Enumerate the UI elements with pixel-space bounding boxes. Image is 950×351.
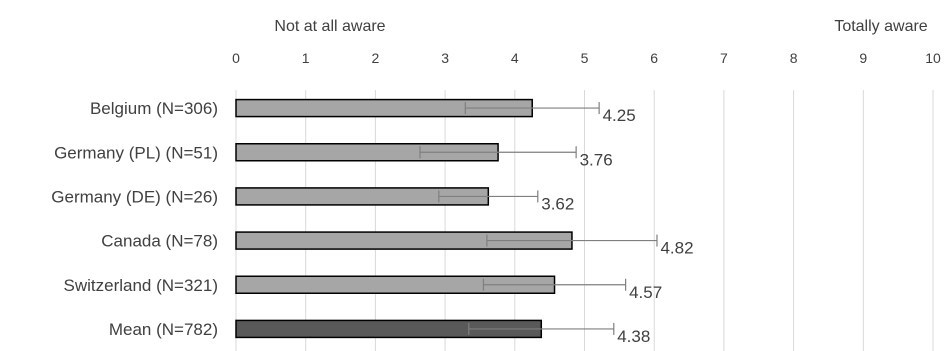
category-label: Germany (PL) (N=51) bbox=[54, 143, 218, 162]
error-bar bbox=[482, 278, 627, 291]
category-label: Switzerland (N=321) bbox=[64, 276, 219, 295]
bars bbox=[235, 98, 573, 339]
x-tick-label: 4 bbox=[511, 50, 519, 66]
category-label: Mean (N=782) bbox=[109, 320, 218, 339]
value-label: 4.57 bbox=[629, 283, 662, 302]
value-labels: 4.25 3.76 3.62 4.82 4.57 4.38 bbox=[541, 106, 693, 346]
value-label: 3.76 bbox=[580, 150, 613, 169]
x-tick-label: 6 bbox=[650, 50, 658, 66]
x-axis-ticks: 0 1 2 3 4 5 6 7 8 9 10 bbox=[232, 50, 941, 66]
value-label: 4.38 bbox=[617, 327, 650, 346]
x-tick-label: 2 bbox=[372, 50, 380, 66]
grid-lines bbox=[305, 90, 934, 351]
x-tick-label: 5 bbox=[581, 50, 589, 66]
category-label: Canada (N=78) bbox=[101, 232, 218, 251]
error-bar bbox=[419, 146, 577, 159]
error-bar bbox=[468, 322, 615, 335]
category-labels: Belgium (N=306) Germany (PL) (N=51) German… bbox=[51, 99, 218, 339]
error-bar bbox=[464, 102, 600, 115]
right-scale-label: Totally aware bbox=[834, 18, 927, 35]
error-bars bbox=[419, 102, 658, 335]
value-label: 3.62 bbox=[541, 194, 574, 213]
x-tick-label: 0 bbox=[232, 50, 240, 66]
category-label: Germany (DE) (N=26) bbox=[51, 187, 218, 206]
x-tick-label: 7 bbox=[720, 50, 728, 66]
error-bar bbox=[438, 190, 539, 203]
error-bar bbox=[486, 234, 658, 247]
x-tick-label: 3 bbox=[441, 50, 449, 66]
left-scale-label: Not at all aware bbox=[274, 18, 385, 35]
value-label: 4.25 bbox=[603, 106, 636, 125]
x-tick-label: 1 bbox=[302, 50, 310, 66]
x-tick-label: 10 bbox=[925, 50, 941, 66]
x-tick-label: 8 bbox=[790, 50, 798, 66]
category-label: Belgium (N=306) bbox=[90, 99, 218, 118]
value-label: 4.82 bbox=[660, 239, 693, 258]
x-tick-label: 9 bbox=[859, 50, 867, 66]
